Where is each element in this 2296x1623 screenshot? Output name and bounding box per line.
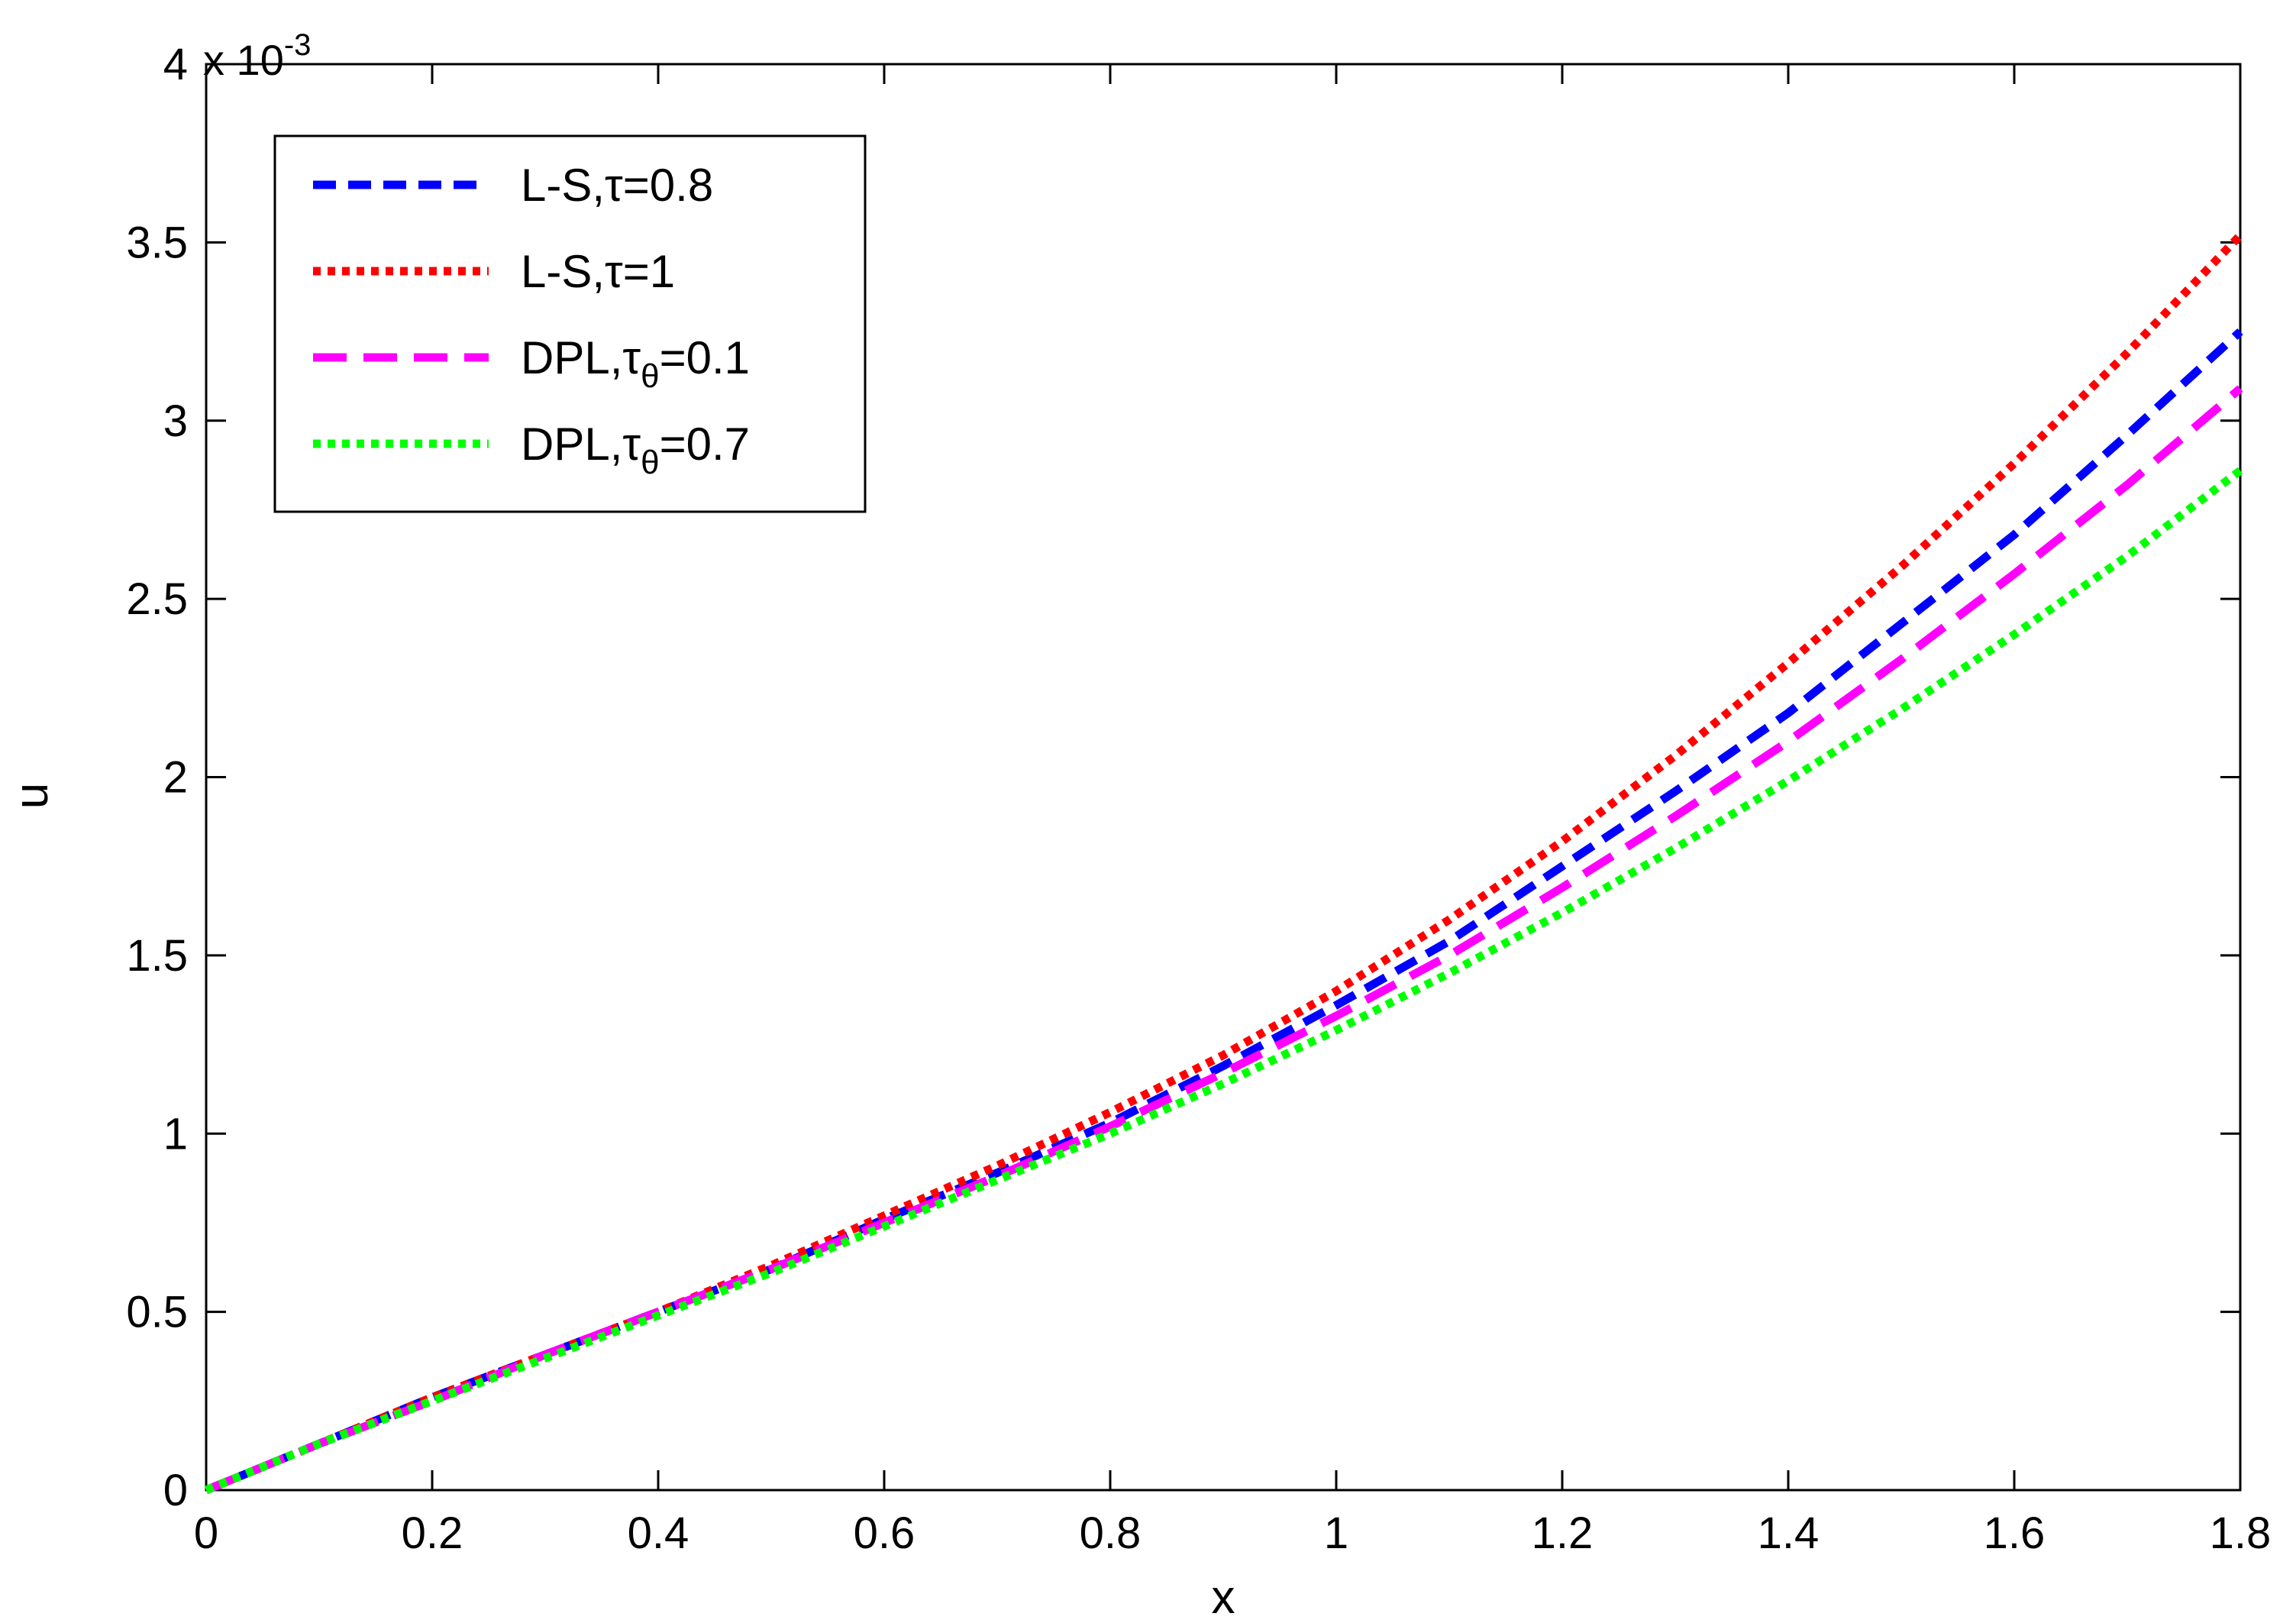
x-tick-label: 1.6 <box>1984 1508 2046 1558</box>
y-tick-label: 2.5 <box>126 574 188 624</box>
x-tick-label: 1.4 <box>1758 1508 1820 1558</box>
series-layer <box>204 232 2243 1495</box>
x-axis-label: x <box>1212 1571 1235 1623</box>
y-axis-ticks: 0 0.5 1 1.5 2 2.5 3 3.5 4 <box>126 40 2240 1515</box>
legend-box <box>273 134 867 513</box>
y-tick-label: 2 <box>163 753 188 803</box>
y-tick-label: 4 <box>163 40 188 89</box>
x-tick-label: 1.2 <box>1532 1508 1594 1558</box>
x-tick-label: 0.4 <box>628 1508 689 1558</box>
x-tick-label: 0 <box>194 1508 218 1558</box>
legend-label-1: L-S,τ=0.8 <box>521 160 713 211</box>
x-tick-label: 0.8 <box>1080 1508 1142 1558</box>
y-tick-label: 0.5 <box>126 1288 188 1337</box>
y-axis-label: u <box>5 783 58 809</box>
legend: L-S,τ=0.8 L-S,τ=1 DPL,τθ=0.1 DPL,τθ=0.7 <box>273 134 867 513</box>
legend-label-2: L-S,τ=1 <box>521 246 675 297</box>
series-line-4 <box>204 467 2243 1495</box>
legend-label-4: DPL,τθ=0.7 <box>521 419 750 481</box>
legend-label-3: DPL,τθ=0.1 <box>521 332 750 395</box>
y-tick-label: 1.5 <box>126 931 188 981</box>
x-tick-label: 1 <box>1324 1508 1348 1558</box>
y-multiplier: x 10-3 <box>203 28 311 84</box>
x-tick-label: 0.6 <box>854 1508 915 1558</box>
x-tick-label: 0.2 <box>402 1508 463 1558</box>
y-tick-label: 0 <box>163 1466 188 1515</box>
x-tick-label: 1.8 <box>2210 1508 2272 1558</box>
y-tick-label: 3 <box>163 396 188 446</box>
y-tick-label: 3.5 <box>126 218 188 267</box>
y-tick-label: 1 <box>163 1109 188 1159</box>
x-axis-ticks: 0 0.2 0.4 0.6 0.8 1 1.2 1.4 1.6 1.8 <box>194 64 2271 1558</box>
